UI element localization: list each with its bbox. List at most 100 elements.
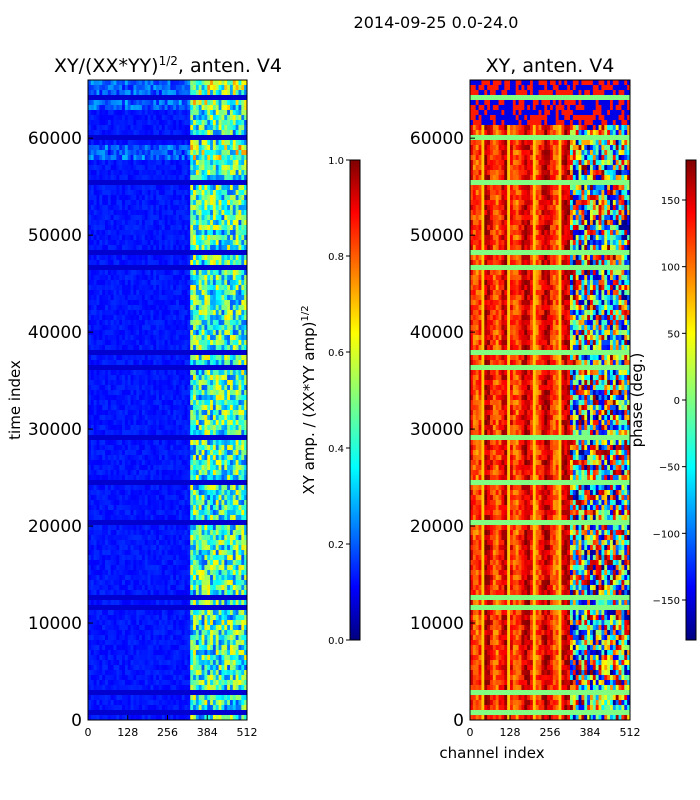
heatmap-cell xyxy=(124,450,129,456)
heatmap-cell xyxy=(147,95,151,101)
heatmap-cell xyxy=(227,430,231,436)
heatmap-cell xyxy=(147,340,151,346)
heatmap-cell xyxy=(150,165,154,171)
heatmap-cell xyxy=(201,120,205,126)
heatmap-cell xyxy=(207,345,211,351)
heatmap-cell xyxy=(147,245,151,251)
heatmap-cell xyxy=(110,110,114,116)
heatmap-cell xyxy=(102,150,106,156)
heatmap-cell xyxy=(102,145,106,151)
heatmap-cell xyxy=(212,245,217,251)
heatmap-cell xyxy=(164,270,168,276)
heatmap-cell xyxy=(130,390,134,396)
heatmap-cell xyxy=(244,305,248,311)
heatmap-cell xyxy=(173,435,177,441)
heatmap-cell xyxy=(110,470,114,476)
heatmap-cell xyxy=(99,345,103,351)
heatmap-cell xyxy=(153,175,157,181)
heatmap-cell xyxy=(96,510,100,516)
heatmap-cell xyxy=(130,125,134,131)
heatmap-cell xyxy=(244,480,248,486)
heatmap-cell xyxy=(176,270,180,276)
heatmap-cell xyxy=(215,310,220,316)
heatmap-cell xyxy=(210,190,214,196)
heatmap-cell xyxy=(119,365,123,371)
heatmap-cell xyxy=(88,360,92,366)
heatmap-cell xyxy=(232,510,237,516)
heatmap-cell xyxy=(170,460,174,466)
heatmap-cell xyxy=(229,360,234,366)
heatmap-cell xyxy=(241,150,245,156)
heatmap-cell xyxy=(133,515,137,521)
heatmap-cell xyxy=(201,80,205,86)
heatmap-cell xyxy=(170,430,174,436)
heatmap-cell xyxy=(158,85,163,91)
heatmap-cell xyxy=(241,300,245,306)
heatmap-cell xyxy=(113,310,117,316)
heatmap-cell xyxy=(141,420,146,426)
heatmap-cell xyxy=(147,280,151,286)
heatmap-cell xyxy=(204,170,208,176)
heatmap-cell xyxy=(164,385,168,391)
heatmap-cell xyxy=(110,185,114,191)
heatmap-cell xyxy=(107,425,112,431)
heatmap-cell xyxy=(122,475,126,481)
heatmap-cell xyxy=(195,420,200,426)
heatmap-cell xyxy=(133,190,137,196)
heatmap-cell xyxy=(218,150,222,156)
heatmap-cell xyxy=(96,150,100,156)
heatmap-cell xyxy=(229,270,234,276)
heatmap-cell xyxy=(107,405,112,411)
heatmap-cell xyxy=(144,125,149,131)
heatmap-cell xyxy=(139,520,143,526)
heatmap-cell xyxy=(105,365,109,371)
heatmap-cell xyxy=(116,160,120,166)
heatmap-cell xyxy=(141,445,146,451)
heatmap-cell xyxy=(150,325,154,331)
heatmap-cell xyxy=(201,100,205,106)
heatmap-cell xyxy=(244,365,248,371)
heatmap-cell xyxy=(139,165,143,171)
heatmap-cell xyxy=(210,115,214,121)
heatmap-cell xyxy=(99,305,103,311)
heatmap-cell xyxy=(105,230,109,236)
heatmap-cell xyxy=(133,145,137,151)
heatmap-cell xyxy=(176,100,180,106)
heatmap-cell xyxy=(141,250,146,256)
heatmap-cell xyxy=(195,220,200,226)
heatmap-cell xyxy=(176,110,180,116)
heatmap-cell xyxy=(176,230,180,236)
heatmap-cell xyxy=(184,390,188,396)
heatmap-cell xyxy=(124,165,129,171)
heatmap-cell xyxy=(170,415,174,421)
heatmap-cell xyxy=(110,210,114,216)
heatmap-cell xyxy=(167,285,171,291)
heatmap-cell xyxy=(207,190,211,196)
heatmap-cell xyxy=(204,200,208,206)
heatmap-cell xyxy=(184,225,188,231)
heatmap-cell xyxy=(133,215,137,221)
heatmap-cell xyxy=(124,360,129,366)
heatmap-cell xyxy=(238,390,242,396)
heatmap-cell xyxy=(181,400,185,406)
heatmap-cell xyxy=(244,450,248,456)
heatmap-cell xyxy=(241,245,245,251)
heatmap-cell xyxy=(215,205,220,211)
heatmap-cell xyxy=(158,330,163,336)
heatmap-cell xyxy=(144,195,149,201)
heatmap-cell xyxy=(136,465,140,471)
heatmap-cell xyxy=(161,190,166,196)
heatmap-cell xyxy=(181,110,185,116)
heatmap-cell xyxy=(122,215,126,221)
heatmap-cell xyxy=(207,515,211,521)
heatmap-cell xyxy=(198,515,202,521)
heatmap-cell xyxy=(124,280,129,286)
heatmap-cell xyxy=(141,335,146,341)
heatmap-cell xyxy=(150,495,154,501)
heatmap-cell xyxy=(167,255,171,261)
heatmap-cell xyxy=(156,350,160,356)
heatmap-cell xyxy=(96,405,100,411)
heatmap-cell xyxy=(124,270,129,276)
heatmap-cell xyxy=(102,85,106,91)
heatmap-cell xyxy=(133,200,137,206)
